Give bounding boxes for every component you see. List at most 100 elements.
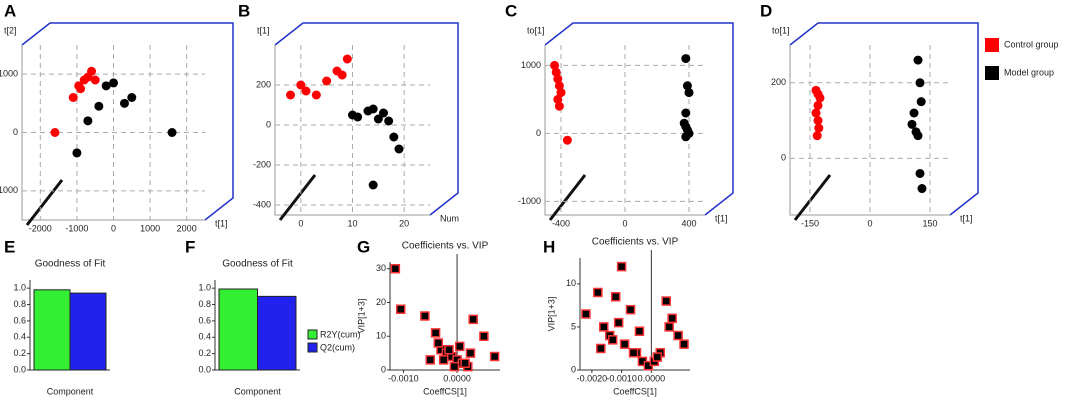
point xyxy=(72,148,82,158)
point xyxy=(581,309,591,319)
point xyxy=(915,168,925,178)
x-tick-label: 2000 xyxy=(177,223,197,233)
point xyxy=(909,108,919,118)
point xyxy=(384,116,394,126)
x-tick-label: 150 xyxy=(922,218,937,228)
point xyxy=(322,76,332,86)
axis-arrow xyxy=(548,174,587,221)
point xyxy=(438,355,449,365)
chart-title: Goodness of Fit xyxy=(35,259,106,270)
y-tick-label: 10 xyxy=(566,278,576,288)
x-axis-label: Component xyxy=(47,386,94,396)
y-tick-label: 0.4 xyxy=(13,332,26,342)
y-tick-label: 0.4 xyxy=(198,332,211,342)
point xyxy=(353,112,363,122)
y-tick-label: 30 xyxy=(376,263,386,273)
point xyxy=(390,264,401,274)
y-tick-label: 0.8 xyxy=(13,299,26,309)
point xyxy=(652,352,663,362)
point xyxy=(368,104,378,114)
x-tick-label: -150 xyxy=(801,218,819,228)
point xyxy=(373,114,383,124)
y-tick-label: 1.0 xyxy=(13,283,26,293)
x-tick-label: 10 xyxy=(347,218,357,228)
legend-label: Model group xyxy=(1004,67,1054,77)
point xyxy=(681,108,691,118)
point xyxy=(50,128,60,137)
x-tick-label: -0.0010 xyxy=(606,373,637,383)
frame xyxy=(789,22,979,216)
y-tick-label: 0 xyxy=(536,128,541,138)
point xyxy=(90,75,100,85)
x-tick-label: 0 xyxy=(867,218,872,228)
y-axis-label: VIP[1+3] xyxy=(546,297,556,332)
frame xyxy=(789,45,950,216)
y-tick-label: 0.2 xyxy=(13,348,26,358)
point xyxy=(389,132,399,142)
point xyxy=(812,131,822,141)
x-tick-label: 20 xyxy=(399,218,409,228)
y-tick-label: 0 xyxy=(266,119,271,129)
bar xyxy=(218,288,258,371)
point xyxy=(74,81,84,91)
panel-label: C xyxy=(505,1,517,20)
y-tick-label: 0.8 xyxy=(198,299,211,309)
point xyxy=(433,338,444,348)
point xyxy=(596,343,606,354)
y-axis-label: t[2] xyxy=(4,25,17,35)
x-tick-label: 0 xyxy=(622,218,627,228)
x-tick-label: -0.0010 xyxy=(388,373,419,383)
y-axis-label: to[1] xyxy=(527,25,545,35)
x-axis-label: Component xyxy=(234,386,281,396)
y-tick-label: 200 xyxy=(256,79,271,89)
point xyxy=(913,55,923,65)
y-tick-label: 0.2 xyxy=(198,348,211,358)
panel-label: B xyxy=(238,1,250,20)
legend-swatch xyxy=(985,38,999,52)
panel-label: D xyxy=(760,1,772,20)
panel-label: E xyxy=(4,237,15,256)
point xyxy=(913,131,923,141)
point xyxy=(101,81,111,91)
point xyxy=(562,135,572,145)
point xyxy=(917,184,927,194)
x-tick-label: 0.0000 xyxy=(638,373,666,383)
y-tick-label: 20 xyxy=(376,297,386,307)
chart-title: Goodness of Fit xyxy=(222,259,293,270)
point xyxy=(556,88,566,98)
panel-label: H xyxy=(543,237,555,256)
frame xyxy=(274,45,430,216)
x-axis-label: Num xyxy=(440,213,459,223)
point xyxy=(489,351,500,362)
y-tick-label: -1000 xyxy=(518,196,541,206)
y-tick-label: 200 xyxy=(771,77,786,87)
y-tick-label: 5 xyxy=(571,321,576,331)
point xyxy=(425,355,435,365)
bar xyxy=(69,292,107,371)
y-tick-label: 0.6 xyxy=(198,315,211,325)
point xyxy=(684,88,694,98)
point xyxy=(119,98,129,108)
x-axis-label: CoeffCS[1] xyxy=(613,386,657,396)
y-tick-label: 0 xyxy=(13,127,18,137)
point xyxy=(915,78,925,88)
x-axis-label: t[1] xyxy=(215,218,228,228)
frame xyxy=(544,22,734,216)
point xyxy=(468,314,478,325)
y-tick-label: 0.0 xyxy=(13,364,26,374)
point xyxy=(167,128,177,137)
point xyxy=(479,331,489,341)
point xyxy=(455,341,465,352)
point xyxy=(916,97,926,107)
point xyxy=(634,326,645,336)
point xyxy=(610,292,621,302)
y-axis-label: VIP[1+3] xyxy=(356,299,366,334)
point xyxy=(907,119,917,129)
y-tick-label: 0.6 xyxy=(13,315,26,325)
point xyxy=(813,116,823,126)
y-tick-label: -1000 xyxy=(0,185,18,195)
point xyxy=(109,78,118,88)
legend-swatch xyxy=(307,329,318,340)
y-axis-label: t[1] xyxy=(257,25,270,35)
